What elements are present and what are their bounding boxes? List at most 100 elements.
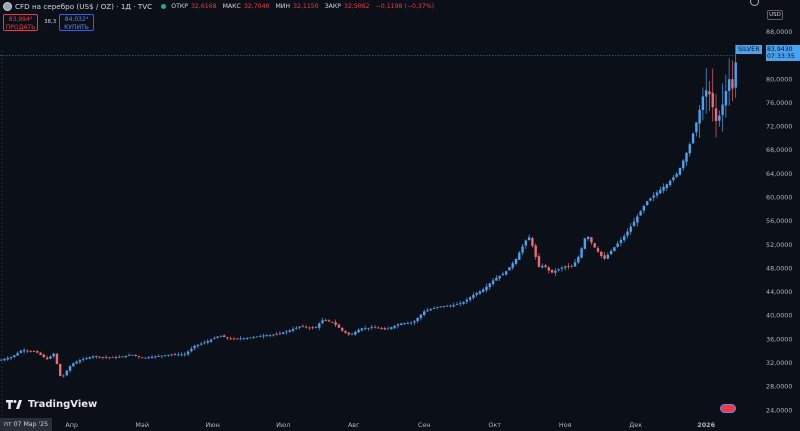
candle-up — [629, 226, 632, 232]
candle-up — [495, 277, 498, 281]
candle-up — [485, 286, 488, 291]
bar-countdown: 07:33:35 — [767, 53, 795, 60]
candle-down — [327, 320, 331, 322]
price-tick-label: 24,0000 — [766, 406, 792, 414]
candle-up — [190, 348, 193, 352]
price-tick-label: 88,0000 — [766, 28, 792, 36]
candle-up — [695, 122, 698, 133]
price-axis: 88,000084,000080,000076,000072,000068,00… — [737, 0, 800, 431]
candle-up — [114, 357, 118, 358]
candle-up — [426, 310, 429, 312]
candle-up — [124, 355, 127, 358]
candle-up — [491, 280, 495, 284]
time-tick-label: Апр — [65, 421, 78, 429]
candle-up — [350, 333, 354, 335]
candle-up — [357, 329, 360, 333]
candle-up — [154, 356, 157, 358]
candle-down — [45, 357, 49, 360]
candle-up — [265, 335, 268, 337]
candle-down — [590, 237, 593, 243]
candle-up — [200, 343, 203, 345]
candle-up — [219, 336, 223, 337]
candle-down — [344, 330, 347, 333]
spread-value: 38,3 — [44, 19, 57, 25]
settings-gear-icon[interactable] — [750, 0, 759, 6]
candle-up — [734, 62, 737, 88]
candle-up — [727, 79, 731, 91]
candle-up — [409, 322, 413, 324]
candle-up — [652, 195, 655, 198]
price-tick-label: 56,0000 — [766, 217, 792, 225]
candle-up — [52, 353, 55, 357]
time-tick-label: Июн — [206, 421, 220, 429]
ohlc-high-label: МАКС — [222, 2, 241, 10]
candle-up — [16, 352, 19, 356]
candle-up — [196, 344, 200, 347]
candle-up — [685, 152, 688, 162]
candle-up — [583, 238, 587, 249]
candle-up — [406, 322, 409, 324]
candle-up — [524, 240, 528, 246]
candle-down — [222, 335, 226, 338]
candle-up — [22, 350, 26, 352]
candle-up — [472, 294, 475, 298]
candle-up — [9, 357, 13, 359]
candle-up — [249, 337, 252, 339]
buy-button[interactable]: 84,032⁴ КУПИТЬ — [59, 14, 94, 31]
candle-down — [42, 354, 46, 358]
candle-up — [439, 306, 442, 308]
candle-up — [560, 267, 564, 269]
candle-down — [311, 327, 314, 329]
candle-down — [140, 357, 144, 359]
candle-up — [131, 354, 134, 356]
tradingview-logo-icon — [6, 400, 22, 409]
candle-up — [75, 361, 78, 364]
candle-down — [567, 266, 570, 267]
ohlc-low-label: МИН — [275, 2, 291, 10]
candle-down — [550, 269, 554, 273]
buy-label: КУПИТЬ — [64, 23, 89, 31]
candle-up — [721, 104, 724, 116]
candle-up — [0, 359, 3, 361]
candle-up — [121, 356, 124, 358]
candle-down — [708, 91, 711, 95]
candle-up — [62, 375, 65, 377]
candle-up — [626, 231, 629, 236]
candle-up — [373, 327, 377, 329]
candle-up — [459, 303, 462, 305]
sell-button[interactable]: 83,994⁴ ПРОДАТЬ — [3, 14, 38, 31]
price-tick-label: 72,0000 — [766, 123, 792, 131]
candle-up — [144, 357, 147, 359]
candle-up — [675, 173, 678, 177]
candle-up — [278, 333, 282, 335]
market-status-icon[interactable] — [161, 3, 167, 9]
candle-up — [704, 90, 708, 97]
candle-up — [127, 355, 131, 356]
symbol-title[interactable]: CFD на серебро (US$ / OZ) · 1Д · TVC — [15, 1, 153, 11]
candle-down — [275, 334, 278, 335]
candle-up — [255, 336, 259, 338]
symbol-price-tag: SILVER — [736, 45, 762, 54]
candle-up — [432, 308, 436, 309]
candle-up — [688, 144, 691, 154]
buy-price: 84,032⁴ — [64, 16, 89, 23]
candle-up — [609, 251, 613, 255]
candle-up — [354, 331, 357, 335]
candle-down — [547, 267, 550, 271]
candle-up — [72, 363, 75, 367]
candle-down — [531, 237, 534, 246]
candle-up — [577, 256, 580, 263]
events-badge-icon[interactable] — [720, 404, 736, 413]
candle-down — [111, 356, 114, 358]
candle-up — [436, 306, 439, 308]
candle-up — [475, 293, 478, 295]
candle-up — [422, 311, 426, 316]
currency-selector[interactable]: USD — [767, 10, 783, 20]
candle-up — [213, 338, 216, 339]
candle-down — [36, 351, 39, 353]
candle-up — [49, 356, 52, 359]
candle-down — [301, 326, 305, 327]
tradingview-logo[interactable]: TradingView — [6, 399, 97, 410]
ohlc-close-label: ЗАКР — [324, 2, 342, 10]
